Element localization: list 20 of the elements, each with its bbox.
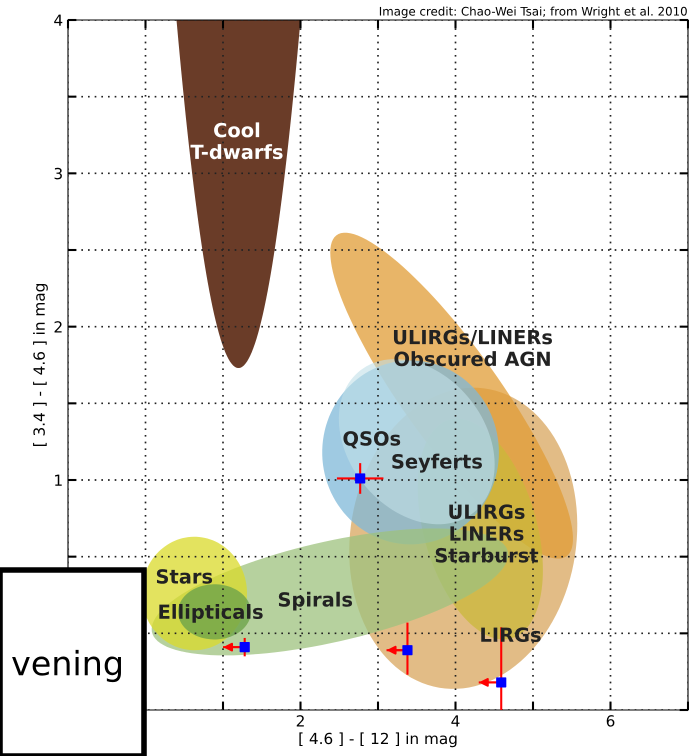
y-tick-label: 1	[55, 474, 62, 486]
annotation: Seyferts	[392, 454, 482, 473]
annotation: QSOs	[343, 431, 400, 448]
text: Image credit: Chao-Wei Tsai; from Wright et al. 2010	[380, 6, 687, 18]
y-tick-label: 4	[54, 14, 62, 26]
x-tick-label: 2	[296, 715, 304, 726]
x-axis-title: [ 4.6 ] - [ 12 ] in mag	[299, 732, 457, 748]
y-tick-label: 2	[54, 321, 62, 332]
y-axis-title: [ 3.4 ] - [ 4.6 ] in mag	[33, 284, 48, 446]
annotation: Cool T-dwarfs	[190, 122, 283, 160]
annotation: vening	[12, 650, 121, 682]
annotation: Spirals	[278, 592, 352, 611]
point	[402, 645, 413, 656]
point	[496, 677, 506, 688]
point	[355, 473, 366, 484]
annotation: Stars	[156, 569, 212, 584]
point	[240, 642, 250, 652]
x-tick-label: 4	[451, 715, 460, 726]
x-tick-label: 6	[606, 715, 614, 727]
y-tick-label: 3	[54, 168, 62, 180]
